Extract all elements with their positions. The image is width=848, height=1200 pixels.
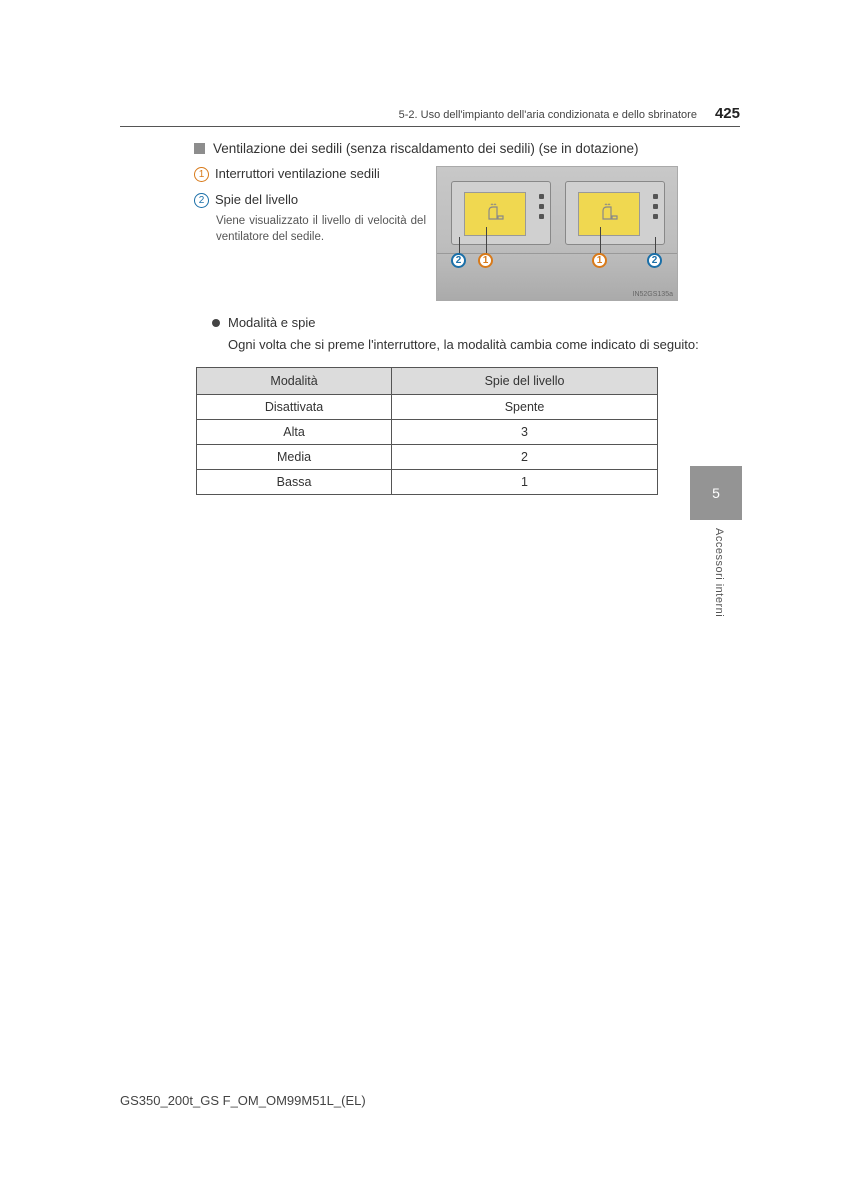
sub-heading: Modalità e spie — [212, 315, 740, 330]
figure-code: IN52GS135a — [633, 291, 673, 298]
table-cell: Media — [197, 444, 392, 469]
page-header: 5-2. Uso dell'impianto dell'aria condizi… — [120, 105, 740, 127]
callout-1: 1 Interruttori ventilazione sedili — [194, 166, 426, 182]
table-header: Modalità — [197, 367, 392, 394]
table-cell: 1 — [392, 469, 658, 494]
table-row: Media 2 — [197, 444, 658, 469]
dashboard-figure: 2 1 1 2 IN52GS135a — [436, 166, 678, 301]
table-cell: Spente — [392, 394, 658, 419]
table-cell: Bassa — [197, 469, 392, 494]
right-panel — [565, 181, 665, 245]
left-panel — [451, 181, 551, 245]
mode-table: Modalità Spie del livello Disattivata Sp… — [196, 367, 658, 495]
badge-2-icon: 2 — [194, 193, 209, 208]
table-header: Spie del livello — [392, 367, 658, 394]
seat-vent-icon — [485, 203, 505, 226]
section-title: Ventilazione dei sedili (senza riscaldam… — [194, 141, 740, 156]
title-text: Ventilazione dei sedili (senza riscaldam… — [213, 141, 638, 156]
callout-2-label: Spie del livello — [215, 192, 298, 207]
callout-1-label: Interruttori ventilazione sedili — [215, 166, 380, 181]
badge-1-icon: 1 — [194, 167, 209, 182]
table-cell: Alta — [197, 419, 392, 444]
chapter-number: 5 — [712, 485, 720, 501]
dot-bullet-icon — [212, 319, 220, 327]
table-row: Bassa 1 — [197, 469, 658, 494]
footer-code: GS350_200t_GS F_OM_OM99M51L_(EL) — [120, 1093, 366, 1108]
table-header-row: Modalità Spie del livello — [197, 367, 658, 394]
fig-badge-2: 2 — [451, 253, 466, 268]
fig-badge-2: 2 — [647, 253, 662, 268]
chapter-label: Accessori interni — [713, 528, 725, 617]
sub-heading-label: Modalità e spie — [228, 315, 315, 330]
body-text: Ogni volta che si preme l'interruttore, … — [228, 336, 740, 355]
table-cell: 3 — [392, 419, 658, 444]
fig-badge-1: 1 — [592, 253, 607, 268]
table-cell: 2 — [392, 444, 658, 469]
section-label: 5-2. Uso dell'impianto dell'aria condizi… — [399, 109, 697, 121]
table-row: Alta 3 — [197, 419, 658, 444]
callout-2: 2 Spie del livello — [194, 192, 426, 208]
page-number: 425 — [715, 105, 740, 122]
table-row: Disattivata Spente — [197, 394, 658, 419]
left-screen — [464, 192, 526, 236]
square-bullet-icon — [194, 143, 205, 154]
fig-badge-1: 1 — [478, 253, 493, 268]
callout-description: Viene visualizzato il livello di velocit… — [216, 214, 426, 245]
seat-vent-icon — [599, 203, 619, 226]
chapter-tab: 5 — [690, 466, 742, 520]
right-screen — [578, 192, 640, 236]
table-cell: Disattivata — [197, 394, 392, 419]
